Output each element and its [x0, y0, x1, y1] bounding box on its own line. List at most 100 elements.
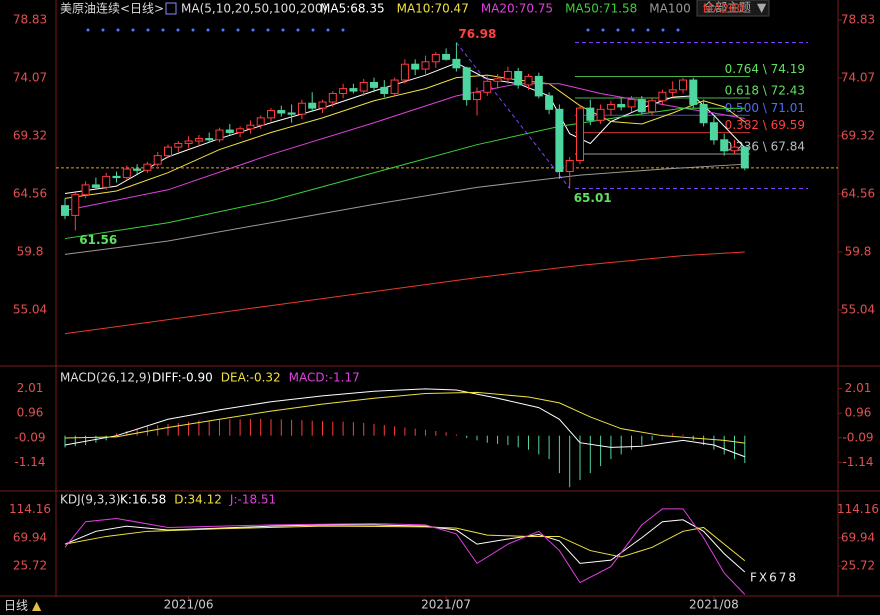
y-tick-label-right: 64.56: [841, 186, 875, 200]
price-annotation: 61.56: [79, 233, 117, 247]
candle-body: [421, 61, 430, 70]
dot: [251, 28, 255, 32]
dot: [206, 28, 210, 32]
macd-legend: DIFF:-0.90: [152, 371, 213, 385]
candle-body: [411, 63, 420, 70]
dot: [116, 28, 120, 32]
candle-body: [730, 146, 739, 152]
macd-legend: MACD:-1.17: [289, 371, 360, 385]
candle-body: [606, 103, 615, 110]
candle-body: [545, 95, 554, 110]
price-annotation: 76.98: [458, 27, 496, 41]
y-tick-label-right: 55.04: [841, 303, 875, 317]
legend-entry: MA200: [703, 2, 744, 16]
y-tick-label-right: 69.94: [841, 530, 875, 544]
kdj-line: [64, 508, 746, 595]
candle-body: [277, 110, 286, 114]
candle-body: [246, 124, 255, 130]
y-tick-label: 69.32: [13, 128, 47, 142]
candle-body: [493, 78, 502, 82]
macd-line: [64, 388, 745, 458]
ma-line: [64, 163, 745, 255]
candle-body: [81, 184, 90, 196]
y-tick-label-right: 114.16: [837, 502, 879, 516]
y-tick-label: 69.94: [13, 530, 47, 544]
candle-body: [256, 117, 265, 126]
candle-body: [596, 108, 605, 121]
candle-body: [164, 146, 172, 157]
macd-line: [64, 391, 745, 444]
candle-body: [514, 71, 523, 86]
macd-title: MACD(26,12,9): [60, 371, 151, 385]
candle-body: [473, 91, 481, 101]
candle-body: [380, 86, 389, 94]
y-tick-label-right: 78.83: [841, 12, 875, 26]
dot: [236, 28, 240, 32]
y-tick-label: -1.14: [14, 455, 45, 469]
y-tick-label: -0.09: [14, 430, 45, 444]
candle-body: [91, 184, 100, 188]
candle-body: [431, 53, 440, 63]
y-tick-label-right: 69.32: [841, 128, 875, 142]
fib-label: 0.500 \ 71.01: [725, 101, 805, 115]
kdj-legend: J:-18.51: [229, 493, 276, 507]
y-tick-label: 74.07: [13, 70, 47, 84]
candle-body: [740, 146, 749, 169]
candle-body: [658, 91, 667, 102]
y-tick-label-right: 2.01: [845, 381, 872, 395]
candle-body: [328, 92, 337, 103]
candle-body: [71, 194, 80, 216]
candle-body: [534, 75, 543, 97]
legend-entry: MA20:70.75: [481, 2, 553, 16]
dot: [616, 28, 620, 32]
candle-body: [689, 79, 698, 105]
legend-entry: MA5:68.35: [320, 2, 385, 16]
candle-body: [308, 102, 317, 109]
candle-body: [462, 67, 471, 101]
y-tick-label: 114.16: [9, 502, 51, 516]
dot: [646, 28, 650, 32]
y-tick-label-right: 59.8: [845, 244, 872, 258]
dot: [266, 28, 270, 32]
candle-body: [452, 58, 461, 69]
period[interactable]: 日线: [4, 599, 28, 613]
dot: [676, 28, 680, 32]
y-tick-label: 64.56: [13, 186, 47, 200]
theme-select[interactable]: [696, 0, 770, 17]
fib-label: 0.764 \ 74.19: [725, 62, 805, 76]
trend-line: [456, 42, 571, 189]
candle-body: [699, 103, 708, 124]
y-tick-label: 78.83: [13, 12, 47, 26]
candle-body: [503, 71, 512, 80]
dot: [101, 28, 105, 32]
candle-body: [102, 175, 111, 188]
ma-line: [64, 107, 745, 240]
candle-body: [617, 103, 626, 108]
candle-body: [225, 129, 234, 133]
y-tick-label: 59.8: [17, 244, 44, 258]
dot: [341, 28, 345, 32]
candle-body: [349, 88, 358, 92]
candle-body: [236, 128, 245, 133]
candle-body: [205, 138, 214, 141]
dot: [161, 28, 165, 32]
fib-label: 0.236 \ 67.84: [725, 139, 805, 153]
candle-body: [339, 88, 348, 94]
candle-body: [318, 101, 327, 109]
dot: [131, 28, 135, 32]
dot: [631, 28, 635, 32]
ma-line: [64, 251, 745, 335]
candle-body: [565, 160, 574, 173]
kdj-line: [64, 525, 746, 562]
kdj-line: [64, 519, 746, 573]
candle-body: [194, 138, 203, 142]
candle-body: [122, 168, 131, 179]
candle-body: [586, 107, 595, 121]
ma-icon: [165, 2, 177, 15]
x-tick-label: 2021/08: [689, 598, 739, 612]
candle-body: [133, 168, 142, 171]
dot: [601, 28, 605, 32]
y-tick-label: 55.04: [13, 303, 47, 317]
